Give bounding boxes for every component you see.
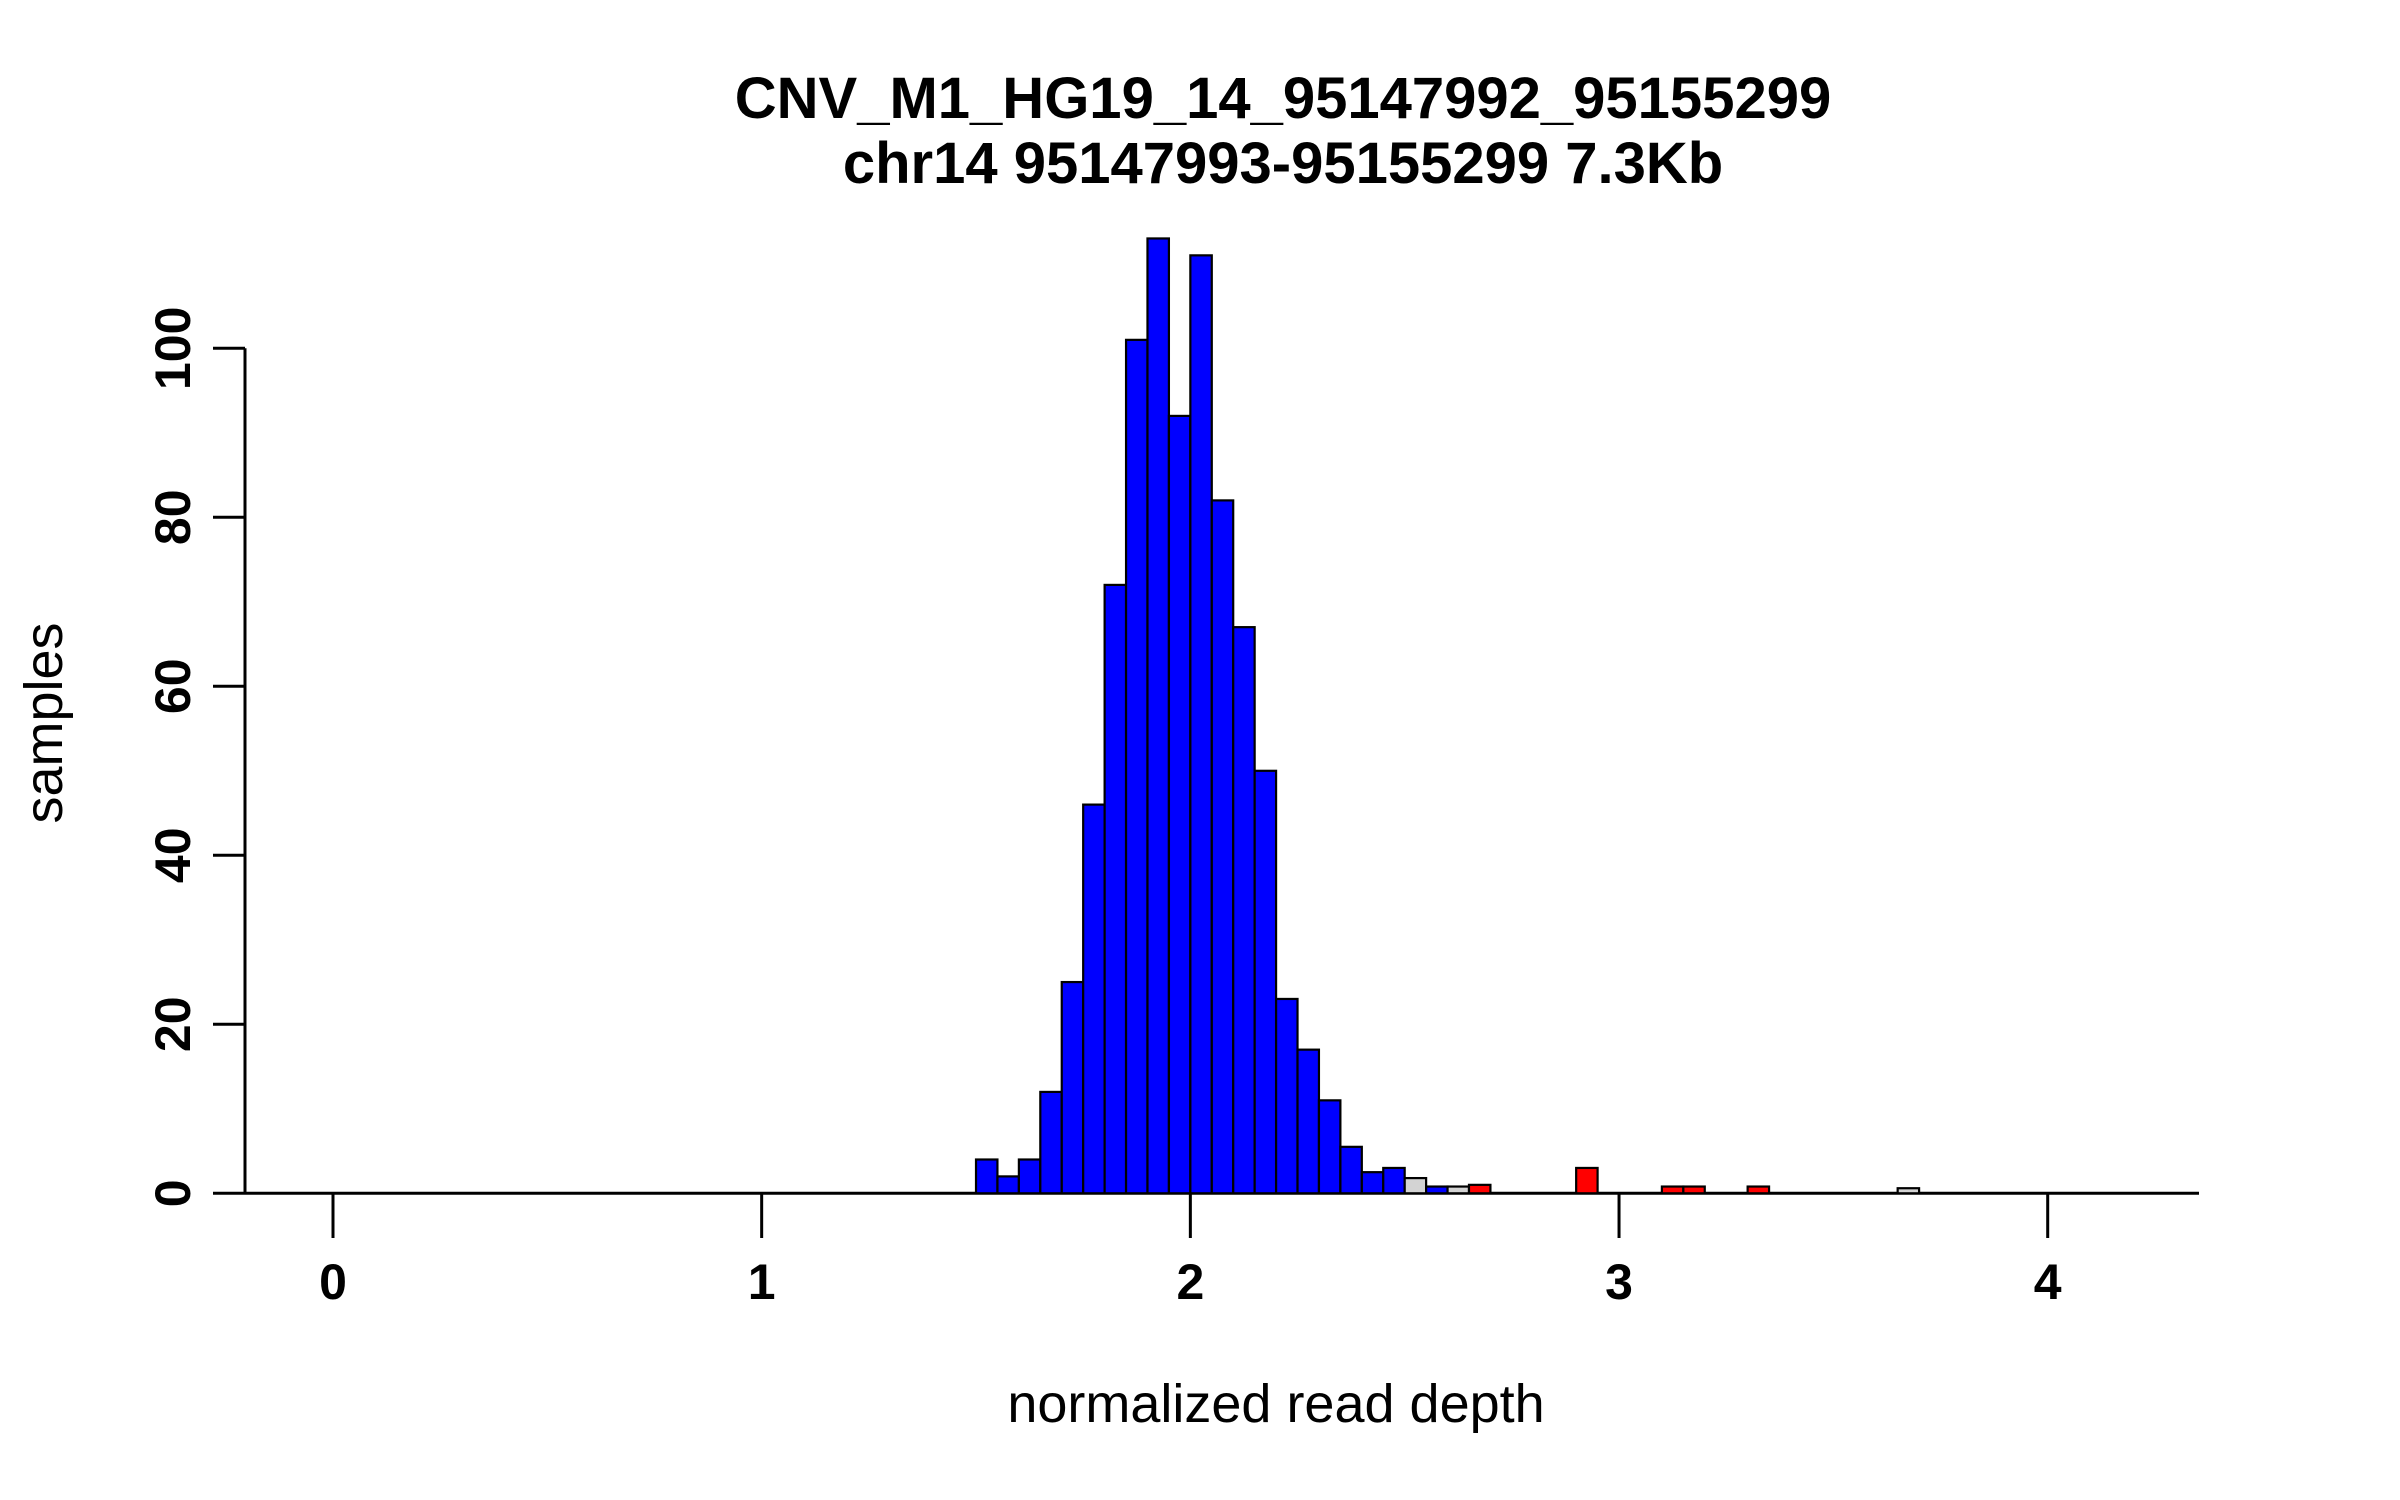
svg-text:0: 0: [319, 1254, 347, 1310]
svg-text:20: 20: [145, 996, 201, 1052]
svg-text:1: 1: [748, 1254, 776, 1310]
svg-text:3: 3: [1605, 1254, 1633, 1310]
svg-text:0: 0: [145, 1179, 201, 1207]
svg-text:CNV_M1_HG19_14_95147992_951552: CNV_M1_HG19_14_95147992_95155299: [735, 66, 1831, 131]
svg-text:chr14 95147993-95155299 7.3Kb: chr14 95147993-95155299 7.3Kb: [843, 131, 1723, 196]
svg-text:60: 60: [145, 658, 201, 714]
svg-text:100: 100: [145, 307, 201, 390]
svg-text:normalized read depth: normalized read depth: [1007, 1374, 1544, 1434]
svg-text:40: 40: [145, 827, 201, 883]
svg-text:samples: samples: [14, 622, 74, 823]
svg-text:2: 2: [1176, 1254, 1204, 1310]
svg-text:80: 80: [145, 489, 201, 545]
svg-text:4: 4: [2034, 1254, 2062, 1310]
